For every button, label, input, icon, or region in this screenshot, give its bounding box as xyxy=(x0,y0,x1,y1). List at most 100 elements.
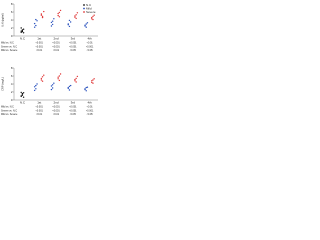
data-point xyxy=(22,32,25,34)
data-point xyxy=(50,25,53,27)
data-point xyxy=(92,18,94,21)
data-point xyxy=(75,17,77,20)
data-point xyxy=(40,77,43,80)
x-tick-label: N.C xyxy=(20,36,26,40)
data-point xyxy=(75,77,77,80)
data-point xyxy=(33,86,36,88)
data-point xyxy=(67,87,69,90)
table-cell: <0.001 xyxy=(36,42,44,45)
table-cell: <0.05 xyxy=(87,113,94,116)
data-point xyxy=(22,28,25,30)
data-point xyxy=(92,82,94,84)
data-point xyxy=(40,79,43,81)
data-point xyxy=(20,91,22,94)
data-point xyxy=(21,94,24,96)
data-point xyxy=(91,18,93,20)
data-point xyxy=(58,79,61,82)
data-point xyxy=(86,86,89,88)
data-point xyxy=(36,83,38,85)
table-row-label: Mild vs. Severe xyxy=(1,49,18,52)
table-cell: <0.01 xyxy=(36,113,43,116)
table-row-label: Mild vs. N.C xyxy=(1,106,14,109)
data-point xyxy=(35,24,37,27)
x-tick-label: 4th xyxy=(88,36,93,40)
table-cell: <0.01 xyxy=(87,42,94,45)
data-point xyxy=(40,14,43,16)
y-axis-label: IL-6 (pg/ml) xyxy=(1,13,5,26)
table-cell: <0.001 xyxy=(86,45,94,48)
y-tick-label: 6 xyxy=(11,74,13,78)
data-point xyxy=(85,26,87,28)
x-tick-label: 2nd xyxy=(53,36,58,40)
table-row-label: Severe vs. N.C xyxy=(1,45,17,48)
data-point xyxy=(74,80,76,82)
data-point xyxy=(58,75,61,77)
x-tick-label: 1st xyxy=(37,36,41,40)
data-point xyxy=(35,88,37,90)
data-point xyxy=(41,80,44,82)
legend-label: N.C xyxy=(86,3,92,7)
data-point xyxy=(68,25,71,28)
x-tick-label: 1st xyxy=(37,100,41,104)
data-point xyxy=(69,84,72,87)
data-point xyxy=(57,14,59,17)
y-tick-label: 2 xyxy=(11,26,13,30)
legend-swatch xyxy=(83,11,85,13)
data-point xyxy=(59,9,62,12)
data-point xyxy=(50,85,53,87)
table-cell: <0.05 xyxy=(70,49,77,52)
data-point xyxy=(22,96,25,98)
data-point xyxy=(76,12,79,14)
table-cell: <0.01 xyxy=(87,106,94,109)
y-tick-label: 4 xyxy=(11,18,13,22)
data-point xyxy=(20,31,22,34)
y-tick-label: 8 xyxy=(11,2,13,6)
data-point xyxy=(86,22,89,24)
table-cell: <0.001 xyxy=(36,45,44,48)
data-point xyxy=(41,76,44,78)
x-tick-label: 4th xyxy=(88,100,93,104)
data-point xyxy=(85,86,87,89)
data-point xyxy=(91,16,93,19)
data-point xyxy=(40,13,43,15)
legend-label: Severe xyxy=(86,10,96,14)
data-point xyxy=(68,85,71,88)
table-row-label: Mild vs. Severe xyxy=(1,113,18,116)
table-row-label: Severe vs. N.C xyxy=(1,109,17,112)
data-point xyxy=(57,76,59,78)
y-tick-label: 0 xyxy=(11,98,13,102)
data-point xyxy=(43,74,45,76)
data-point xyxy=(68,19,71,22)
table-row-label: Mild vs. N.C xyxy=(1,42,14,45)
y-axis-label: CRP (mg/L) xyxy=(1,77,5,91)
table-cell: <0.001 xyxy=(36,109,44,112)
data-point xyxy=(51,84,54,86)
data-point xyxy=(33,22,36,25)
data-point xyxy=(35,18,37,21)
table-cell: <0.001 xyxy=(52,45,60,48)
y-tick-label: 2 xyxy=(11,90,13,94)
x-tick-label: 3rd xyxy=(71,100,76,104)
data-point xyxy=(91,81,93,84)
legend-swatch xyxy=(83,7,85,10)
table-cell: <0.001 xyxy=(52,42,60,45)
data-point xyxy=(59,73,62,75)
data-point xyxy=(74,78,76,81)
data-point xyxy=(67,24,69,26)
data-point xyxy=(22,92,25,94)
data-point xyxy=(50,88,53,91)
data-point xyxy=(92,15,94,18)
y-tick-label: 6 xyxy=(11,10,13,14)
data-point xyxy=(93,14,95,16)
data-point xyxy=(41,16,44,19)
y-tick-label: 8 xyxy=(11,66,13,70)
data-point xyxy=(75,14,77,16)
data-point xyxy=(57,78,59,80)
data-point xyxy=(35,84,37,87)
data-point xyxy=(74,16,76,18)
table-cell: <0.001 xyxy=(52,109,60,112)
x-tick-label: 2nd xyxy=(53,100,58,104)
table-cell: <0.05 xyxy=(87,49,94,52)
data-point xyxy=(33,26,36,28)
